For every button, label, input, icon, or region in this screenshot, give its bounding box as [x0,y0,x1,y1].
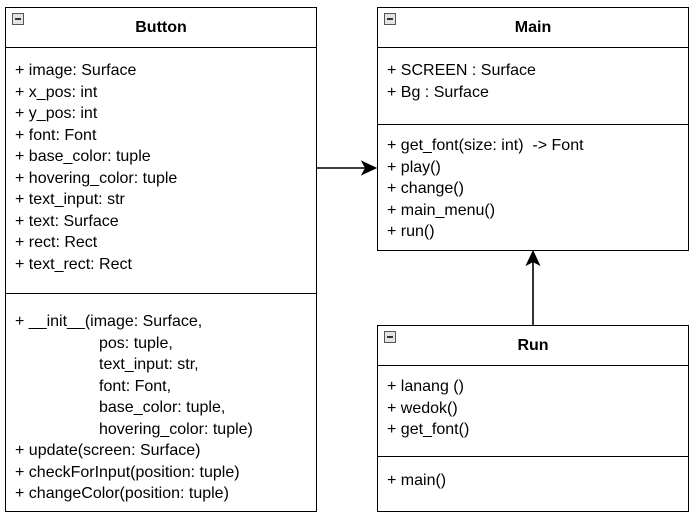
attribute-row: + x_pos: int [15,83,98,101]
methods-main: + get_font(size: int) -> Font + play() +… [378,125,688,243]
class-header-button: Button [6,8,316,48]
method-row: + changeColor(position: tuple) [15,485,229,502]
attribute-row: + image: Surface [15,62,137,79]
class-run[interactable]: Run + lanang () + wedok() + get_font() +… [377,325,689,512]
attribute-row: + base_color: tuple [15,148,151,165]
method-row: + __init__(image: Surface, [15,313,203,330]
method-row: + get_font(size: int) -> Font [387,137,584,154]
attribute-row: + rect: Rect [15,234,98,251]
class-name-main: Main [514,19,552,36]
arrow-run-to-main[interactable] [525,249,541,325]
attribute-row: + Bg : Surface [387,83,489,101]
method-param-row: font: Font, [99,377,172,395]
collapse-icon[interactable] [12,13,24,25]
methods-run: + main() [378,457,688,492]
attribute-row: + lanang () [387,378,464,395]
arrow-button-to-main[interactable] [317,160,378,176]
attribute-row: + SCREEN : Surface [387,62,536,79]
class-main[interactable]: Main + SCREEN : Surface + Bg : Surface +… [377,7,689,251]
collapse-icon[interactable] [384,13,396,25]
attribute-row: + hovering_color: tuple [15,169,178,187]
attribute-row: + wedok() [387,399,458,417]
class-header-run: Run [378,326,688,366]
method-row: + main_menu() [387,201,496,219]
attributes-main: + SCREEN : Surface + Bg : Surface [378,48,688,125]
attribute-row: + get_font() [387,421,470,438]
class-name-run: Run [517,337,549,354]
attribute-row: + font: Font [15,126,97,144]
attribute-row: + text: Surface [15,212,119,230]
attribute-row: + text_input: str [15,191,125,208]
method-param-row: base_color: tuple, [99,399,226,416]
collapse-icon[interactable] [384,331,396,343]
method-row: + change() [387,180,464,197]
attributes-button: + image: Surface + x_pos: int + y_pos: i… [6,48,316,294]
attributes-run: + lanang () + wedok() + get_font() [378,366,688,457]
methods-button: + __init__(image: Surface, pos: tuple, t… [6,294,316,505]
method-row: + update(screen: Surface) [15,442,201,459]
attribute-row: + text_rect: Rect [15,255,132,273]
class-name-button: Button [135,19,187,36]
method-row: + play() [387,158,441,176]
method-row: + run() [387,223,435,240]
method-row: + checkForInput(position: tuple) [15,463,240,481]
method-param-row: pos: tuple, [99,334,173,352]
method-param-row: text_input: str, [99,356,199,373]
class-header-main: Main [378,8,688,48]
attribute-row: + y_pos: int [15,105,98,122]
method-param-row: hovering_color: tuple) [99,420,253,438]
method-row: + main() [387,472,447,489]
class-button[interactable]: Button + image: Surface + x_pos: int + y… [5,7,317,512]
